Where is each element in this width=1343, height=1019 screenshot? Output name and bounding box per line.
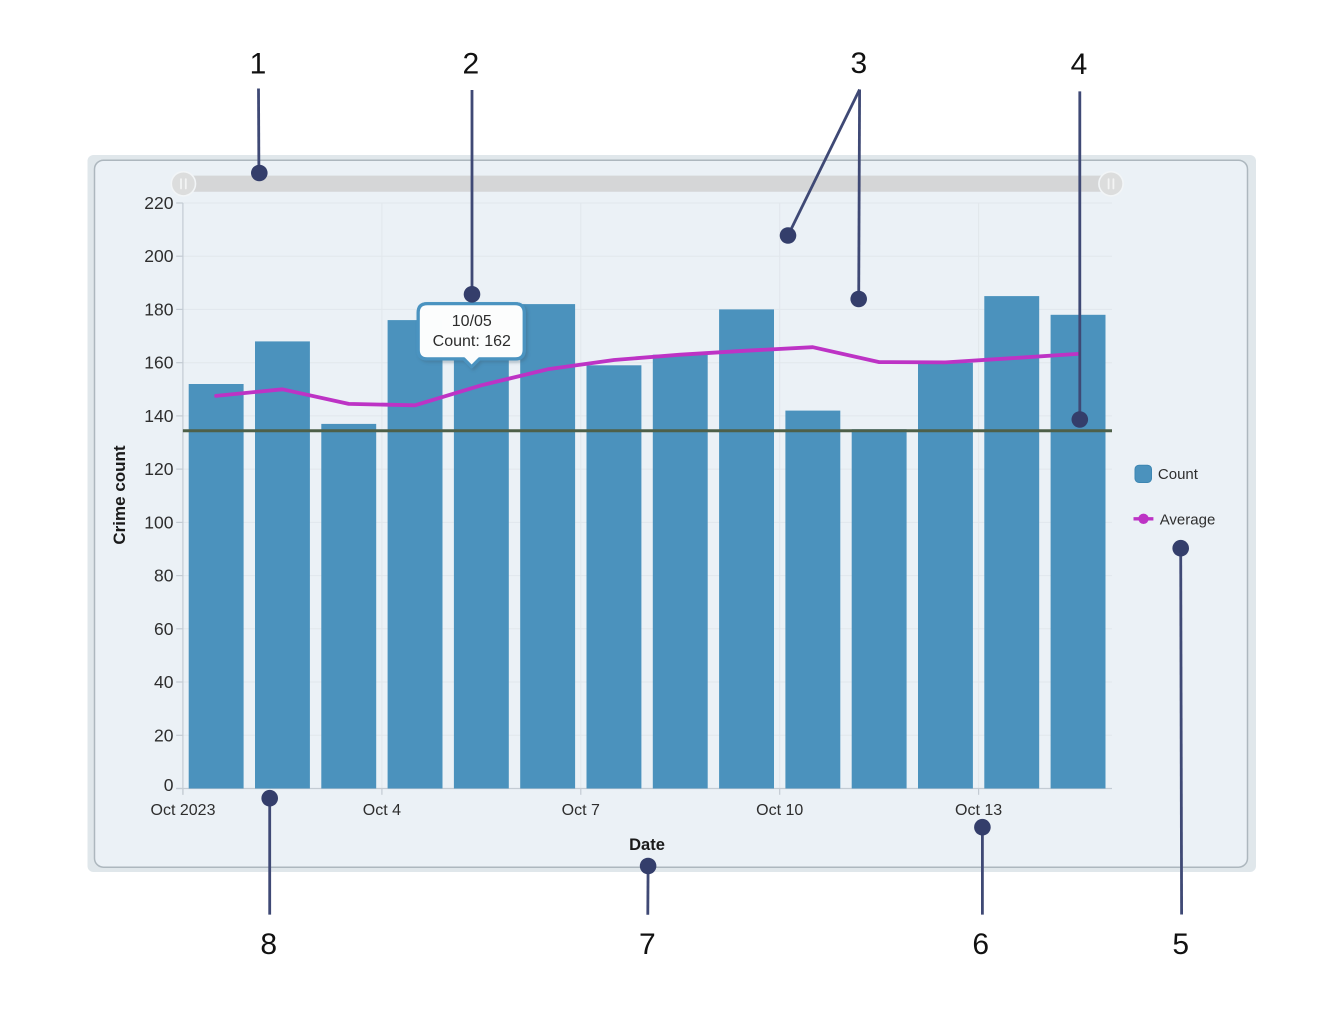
svg-text:5: 5	[1172, 928, 1189, 961]
svg-text:1: 1	[250, 48, 267, 81]
svg-text:8: 8	[260, 928, 277, 961]
svg-text:180: 180	[144, 299, 173, 319]
svg-text:220: 220	[144, 193, 173, 213]
svg-text:140: 140	[144, 406, 173, 426]
svg-text:3: 3	[850, 47, 867, 80]
svg-text:7: 7	[639, 928, 656, 961]
svg-text:60: 60	[154, 619, 174, 639]
svg-text:Oct 7: Oct 7	[562, 802, 600, 819]
svg-text:Count: Count	[1158, 466, 1199, 483]
svg-text:6: 6	[972, 928, 989, 961]
svg-text:200: 200	[144, 246, 173, 266]
svg-text:4: 4	[1071, 48, 1088, 81]
svg-text:20: 20	[154, 725, 174, 745]
svg-text:Count: 162: Count: 162	[433, 333, 511, 350]
svg-text:160: 160	[144, 353, 173, 373]
svg-text:100: 100	[144, 512, 173, 532]
svg-text:Oct 13: Oct 13	[955, 802, 1002, 819]
svg-text:2: 2	[463, 48, 480, 81]
svg-text:Oct 2023: Oct 2023	[151, 802, 216, 819]
svg-text:Oct 4: Oct 4	[363, 802, 401, 819]
svg-text:10/05: 10/05	[452, 313, 492, 330]
svg-text:Oct 10: Oct 10	[756, 802, 803, 819]
svg-text:Date: Date	[629, 836, 665, 854]
svg-text:40: 40	[154, 672, 174, 692]
svg-text:Average: Average	[1160, 511, 1216, 528]
svg-text:Crime count: Crime count	[110, 445, 129, 545]
svg-text:0: 0	[164, 775, 174, 795]
svg-text:80: 80	[154, 566, 174, 586]
svg-text:120: 120	[144, 459, 173, 479]
